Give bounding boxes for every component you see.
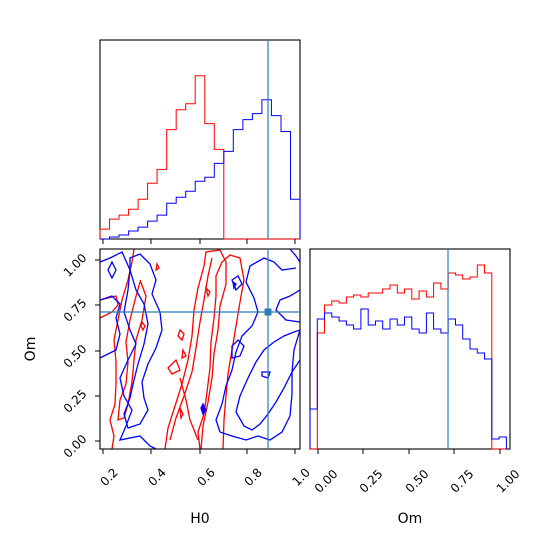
h0-tick-label-0: 0.2 xyxy=(97,465,120,488)
red-contour-outer xyxy=(100,254,245,449)
red-contour-blob-7 xyxy=(204,285,211,298)
h0-histogram-red-series xyxy=(99,75,300,240)
x-axis-label-om: Om xyxy=(398,511,423,527)
blue-contour-small xyxy=(261,371,271,379)
om-tick-label-4: 1.00 xyxy=(61,251,90,280)
red-contour-blob-1 xyxy=(177,328,185,342)
om-tick-label-1: 0.25 xyxy=(61,387,90,416)
h0-tick-label-1: 0.4 xyxy=(145,465,168,488)
om-hist-tick-label-0: 0.00 xyxy=(312,467,341,496)
om-hist-tick-label-1: 0.25 xyxy=(357,467,386,496)
red-contour-blob-2 xyxy=(181,347,187,360)
om-hist-tick-label-2: 0.50 xyxy=(403,467,432,496)
red-contour-blob-4 xyxy=(140,320,146,332)
red-contour-blob-6 xyxy=(179,407,184,421)
joint-contour-panel: 0.2 0.4 0.6 0.8 1.0 0.00 0.25 0.50 0.75 … xyxy=(23,248,313,527)
red-contours xyxy=(100,249,245,449)
red-contour-mid xyxy=(109,249,227,449)
x-axis-label-h0: H0 xyxy=(190,511,209,527)
om-histogram-frame xyxy=(309,248,511,450)
red-contour-blob-3 xyxy=(155,261,160,272)
om-tick-label-0: 0.00 xyxy=(61,432,90,461)
h0-tick-label-2: 0.6 xyxy=(194,465,217,488)
h0-histogram-blue-series xyxy=(100,99,301,240)
blue-contour-dot xyxy=(200,402,207,416)
blue-contours xyxy=(100,249,300,449)
blue-contour-dot-2 xyxy=(232,280,237,291)
om-tick-label-3: 0.75 xyxy=(61,296,90,325)
om-hist-tick-label-4: 1.00 xyxy=(494,467,523,496)
joint-x-ticks xyxy=(102,449,296,454)
red-contour-blob-5 xyxy=(167,358,181,375)
h0-top-ticks xyxy=(102,239,296,244)
y-axis-label-om: Om xyxy=(23,337,39,362)
om-hist-x-ticks xyxy=(317,449,501,454)
h0-histogram-panel xyxy=(99,39,301,244)
blue-contour-outer xyxy=(100,249,300,449)
red-contour-inner xyxy=(117,257,213,441)
h0-tick-label-3: 0.8 xyxy=(241,465,264,488)
truth-marker xyxy=(264,308,272,316)
blue-contour-inner xyxy=(100,253,300,431)
om-histogram-panel: 0.00 0.25 0.50 0.75 1.00 Om xyxy=(309,248,523,527)
om-hist-tick-label-3: 0.75 xyxy=(448,467,477,496)
om-histogram-red-series xyxy=(310,264,507,450)
om-tick-label-2: 0.50 xyxy=(61,342,90,371)
h0-tick-label-4: 1.0 xyxy=(289,465,312,488)
joint-y-ticks xyxy=(95,259,100,442)
om-histogram-blue-series xyxy=(309,308,507,449)
